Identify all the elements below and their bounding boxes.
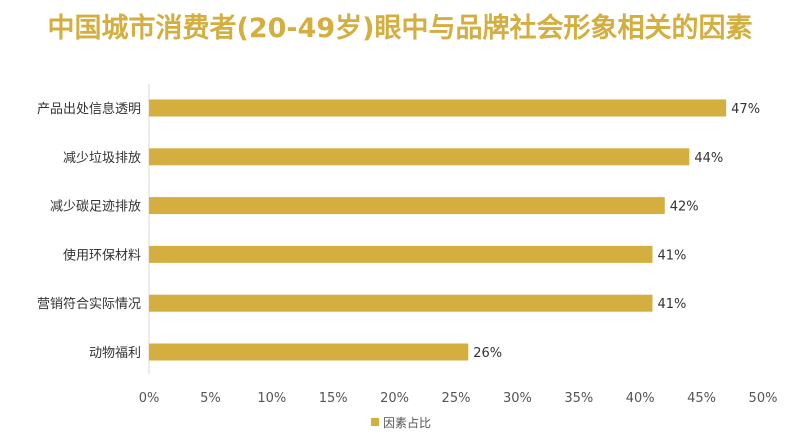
data-label: 42% — [670, 200, 699, 215]
bar — [149, 197, 665, 215]
x-tick-label: 40% — [626, 391, 655, 406]
x-axis-ticks: 0% 5% 10% 15% 20% 25% 30% 35% 40% 45% 50% — [139, 391, 778, 406]
legend-swatch — [371, 418, 379, 426]
data-label: 47% — [731, 102, 760, 117]
x-tick-label: 45% — [687, 391, 716, 406]
x-tick-label: 35% — [564, 391, 593, 406]
category-label: 动物福利 — [89, 346, 141, 361]
legend: 因素占比 — [371, 415, 431, 430]
category-label: 减少碳足迹排放 — [50, 200, 141, 215]
category-label: 使用环保材料 — [63, 247, 141, 263]
x-tick-label: 15% — [319, 391, 348, 406]
bar — [149, 245, 653, 263]
data-label: 41% — [657, 297, 686, 312]
x-tick-label: 0% — [139, 391, 160, 406]
x-tick-label: 20% — [380, 391, 409, 406]
category-label: 营销符合实际情况 — [37, 296, 141, 312]
bar — [149, 148, 690, 166]
x-tick-label: 5% — [200, 391, 221, 406]
x-tick-label: 50% — [749, 391, 778, 406]
data-label: 41% — [657, 248, 686, 263]
bar — [149, 343, 469, 361]
category-label: 产品出处信息透明 — [37, 101, 141, 117]
x-tick-label: 10% — [257, 391, 286, 406]
chart-title: 中国城市消费者(20-49岁)眼中与品牌社会形象相关的因素 — [47, 13, 753, 44]
data-label: 26% — [473, 346, 502, 361]
bar — [149, 294, 653, 312]
category-label: 减少垃圾排放 — [63, 151, 141, 166]
legend-label: 因素占比 — [383, 415, 431, 430]
bars-group: 产品出处信息透明 47% 减少垃圾排放 44% 减少碳足迹排放 42% 使用环保材料 41% 营… — [37, 99, 760, 361]
x-tick-label: 30% — [503, 391, 532, 406]
bar — [149, 99, 727, 117]
x-tick-label: 25% — [442, 391, 471, 406]
data-label: 44% — [694, 151, 723, 166]
